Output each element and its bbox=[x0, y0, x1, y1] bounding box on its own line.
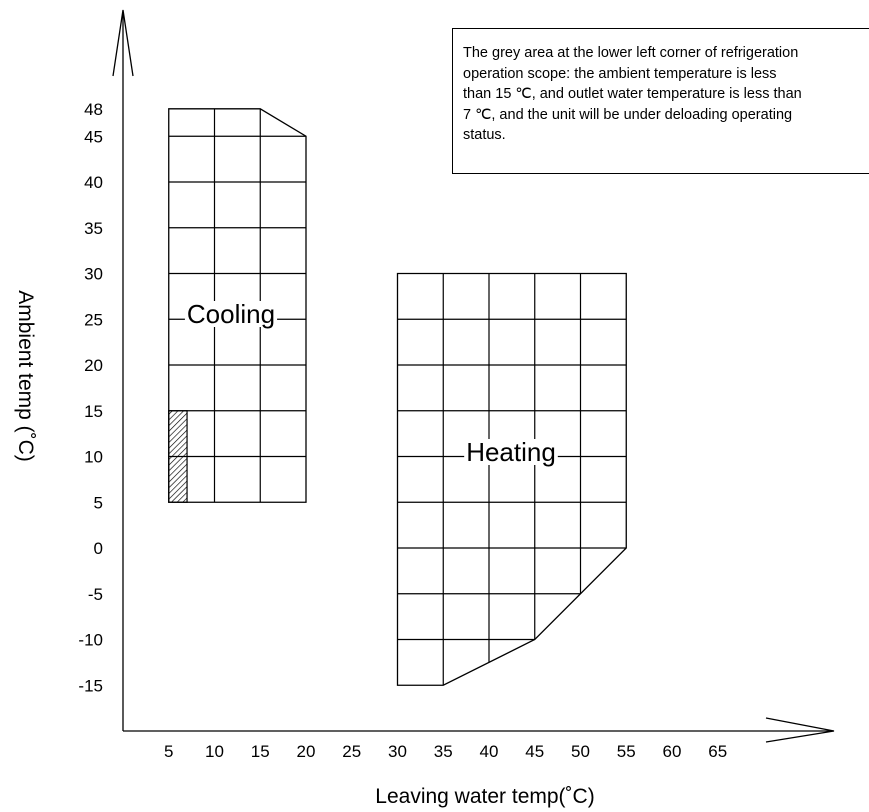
x-axis-title: Leaving water temp(˚C) bbox=[375, 785, 594, 808]
y-tick-label: 10 bbox=[84, 448, 103, 467]
y-tick-label: 25 bbox=[84, 310, 103, 329]
note-text: The grey area at the lower left corner o… bbox=[463, 43, 869, 146]
y-axis-title: Ambient temp (˚C) bbox=[14, 290, 37, 462]
region-outline bbox=[396, 272, 627, 686]
note-line: than 15 ℃, and outlet water temperature … bbox=[463, 86, 802, 102]
y-tick-label: 20 bbox=[84, 356, 103, 375]
x-tick-label: 50 bbox=[571, 742, 590, 761]
y-tick-label: 35 bbox=[84, 219, 103, 238]
note-line: 7 ℃, and the unit will be under deloadin… bbox=[463, 106, 793, 123]
y-axis-arrowhead bbox=[112, 9, 134, 77]
y-tick-label: 30 bbox=[84, 265, 103, 284]
note-line: operation scope: the ambient temperature… bbox=[463, 65, 777, 82]
note-line: status. bbox=[463, 127, 506, 143]
y-tick-label: 48 bbox=[84, 100, 103, 119]
cooling-region-label: Cooling bbox=[187, 299, 275, 329]
region-label-background bbox=[464, 439, 558, 465]
region-outline bbox=[168, 108, 307, 503]
y-tick-label: 0 bbox=[94, 539, 103, 558]
note-line: The grey area at the lower left corner o… bbox=[463, 45, 799, 61]
heating-region-label: Heating bbox=[466, 437, 556, 467]
x-tick-label: 60 bbox=[663, 742, 682, 761]
x-tick-label: 45 bbox=[525, 742, 544, 761]
y-tick-label: -5 bbox=[88, 585, 103, 604]
y-tick-label: -15 bbox=[78, 676, 103, 695]
y-tick-label: 15 bbox=[84, 402, 103, 421]
y-axis-tick-labels: 48 45 40 35 30 25 20 15 10 5 0 -5 -10 -15 bbox=[78, 100, 103, 695]
x-axis-tick-labels: 5 10 15 20 25 30 35 40 45 50 55 60 65 bbox=[164, 742, 727, 761]
y-tick-label: 45 bbox=[84, 127, 103, 146]
y-tick-label: 5 bbox=[94, 493, 103, 512]
x-tick-label: 10 bbox=[205, 742, 224, 761]
x-tick-label: 65 bbox=[708, 742, 727, 761]
region-label-background bbox=[184, 301, 278, 327]
x-tick-label: 20 bbox=[297, 742, 316, 761]
x-tick-label: 55 bbox=[617, 742, 636, 761]
x-axis-arrowhead bbox=[765, 717, 835, 743]
heating-region bbox=[396, 272, 627, 686]
x-tick-label: 5 bbox=[164, 742, 173, 761]
note-box: The grey area at the lower left corner o… bbox=[452, 28, 869, 174]
y-tick-label: 40 bbox=[84, 173, 103, 192]
x-tick-label: 25 bbox=[342, 742, 361, 761]
x-tick-label: 30 bbox=[388, 742, 407, 761]
x-tick-label: 35 bbox=[434, 742, 453, 761]
x-tick-label: 40 bbox=[480, 742, 499, 761]
x-tick-label: 15 bbox=[251, 742, 270, 761]
y-tick-label: -10 bbox=[78, 631, 103, 650]
